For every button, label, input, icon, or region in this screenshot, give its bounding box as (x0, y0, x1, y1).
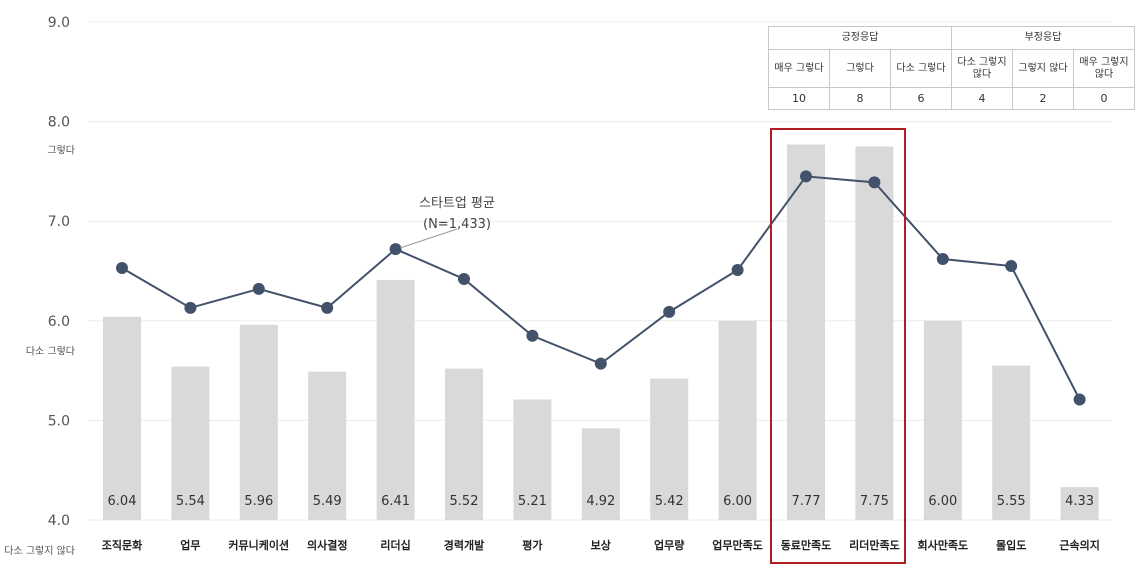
bar-value-label: 4.92 (586, 494, 615, 509)
category-label: 리더만족도 (849, 538, 900, 552)
line-point (1073, 393, 1086, 406)
bar-value-label: 5.21 (518, 494, 547, 509)
bar-value-label: 7.75 (860, 494, 889, 509)
line-point (868, 176, 881, 189)
y-tick-label: 6.0 (48, 314, 70, 330)
y-verbal-label: 다소 그렇다 (26, 345, 75, 358)
legend-label: 다소 그렇다 (890, 49, 952, 88)
category-label: 업무만족도 (712, 538, 763, 552)
category-label: 리더십 (380, 538, 410, 552)
bars (103, 144, 1099, 520)
average-line-series (116, 170, 1086, 406)
legend-value: 0 (1073, 87, 1135, 110)
bar-value-label: 4.33 (1065, 494, 1094, 509)
annotation-leader (399, 228, 458, 249)
bar (308, 371, 347, 520)
legend-label: 그렇지 않다 (1012, 49, 1074, 88)
bar (376, 279, 415, 520)
legend-value: 10 (768, 87, 830, 110)
line-annotation: 스타트업 평균 (N=1,433) (399, 196, 495, 249)
category-label: 몰입도 (996, 539, 1026, 552)
bar (718, 320, 757, 520)
score-legend-table: 긍정응답 부정응답 매우 그렇다 그렇다 다소 그렇다 다소 그렇지 않다 그렇… (768, 26, 1135, 110)
bar (855, 146, 894, 520)
line-point (936, 253, 949, 266)
line-point (800, 170, 812, 183)
bar-value-label: 6.04 (108, 494, 137, 509)
line-point (663, 305, 676, 318)
bar (581, 428, 620, 520)
y-tick-label: 5.0 (48, 413, 70, 429)
bar (1060, 487, 1099, 520)
line-point (594, 357, 607, 370)
category-label: 동료만족도 (781, 538, 832, 552)
category-label: 조직문화 (102, 538, 142, 552)
bar-value-label: 5.55 (997, 494, 1026, 509)
bar (103, 316, 141, 520)
category-label: 보상 (591, 538, 611, 552)
annotation-title: 스타트업 평균 (419, 196, 495, 211)
y-tick-label: 8.0 (48, 115, 70, 131)
category-label: 평가 (522, 538, 542, 552)
bar-value-label: 5.52 (450, 494, 479, 509)
bar (171, 366, 210, 520)
line-point (1005, 260, 1018, 273)
annotation-subtitle: (N=1,433) (423, 217, 491, 232)
legend-label: 매우 그렇지 않다 (1073, 49, 1135, 88)
line-point (184, 301, 197, 314)
legend-value: 6 (890, 87, 952, 110)
bar-value-label: 5.96 (244, 494, 273, 509)
bar (445, 368, 483, 520)
line-point (526, 329, 539, 342)
legend-value: 8 (829, 87, 891, 110)
bar (992, 365, 1031, 520)
category-label: 회사만족도 (917, 538, 968, 552)
category-label: 의사결정 (307, 538, 347, 552)
line-point (252, 282, 265, 295)
bar-value-label: 5.42 (655, 494, 684, 509)
bar-value-label: 7.77 (792, 494, 821, 509)
legend-value: 2 (1012, 87, 1074, 110)
legend-label: 그렇다 (829, 49, 891, 88)
y-tick-label: 9.0 (48, 15, 70, 31)
bar (923, 320, 962, 520)
line-point (458, 272, 470, 285)
bar (513, 399, 552, 520)
bar-value-labels: 6.04 5.54 5.96 5.49 6.41 5.52 5.21 4.92 5.42 6.00… (108, 494, 1095, 509)
category-labels: 조직문화 업무 커뮤니케이션 의사결정 리더십 경력개발 평가 보상 업무량 업무만족도 동료만족도… (102, 538, 1100, 552)
y-verbal-label: 그렇다 (47, 143, 75, 156)
legend-group-positive: 긍정응답 (768, 26, 952, 50)
bar-value-label: 6.41 (381, 494, 410, 509)
bar-value-label: 5.54 (176, 494, 205, 509)
bar (650, 378, 689, 520)
legend-value: 4 (951, 87, 1013, 110)
legend-label: 매우 그렇다 (768, 49, 830, 88)
line-point (389, 243, 402, 256)
y-tick-label: 7.0 (48, 214, 70, 230)
category-label: 업무량 (654, 539, 684, 552)
category-label: 근속의지 (1059, 538, 1099, 552)
bar (787, 144, 825, 520)
category-label: 경력개발 (444, 538, 484, 552)
line-point (731, 264, 744, 277)
category-label: 업무 (180, 539, 200, 552)
y-verbal-label: 다소 그렇지 않다 (4, 544, 75, 557)
bar (239, 324, 278, 520)
line-point (321, 301, 334, 314)
bar-value-label: 6.00 (928, 494, 957, 509)
bar-value-label: 6.00 (723, 494, 752, 509)
bar-value-label: 5.49 (313, 494, 342, 509)
category-label: 커뮤니케이션 (228, 538, 289, 552)
highlight-box (770, 128, 906, 564)
y-tick-label: 4.0 (48, 513, 70, 529)
line-point (116, 262, 128, 275)
legend-label: 다소 그렇지 않다 (951, 49, 1013, 88)
legend-group-negative: 부정응답 (951, 26, 1135, 50)
